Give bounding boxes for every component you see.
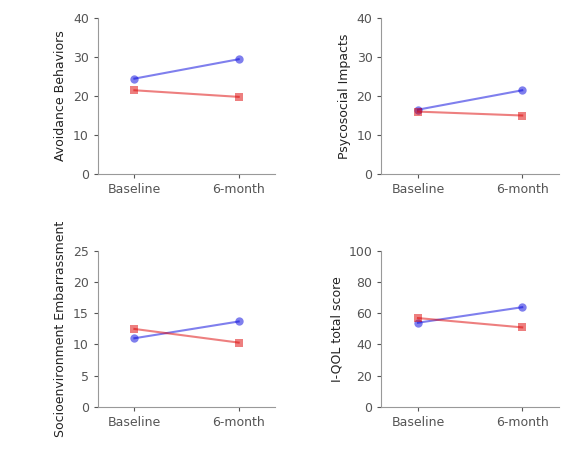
Y-axis label: Socioenvironment Embarrassment: Socioenvironment Embarrassment (55, 221, 67, 437)
Control (519, 325, 526, 330)
Line: Treatment: Treatment (130, 55, 243, 83)
Treatment (415, 320, 422, 326)
Treatment (235, 56, 242, 62)
Control (131, 326, 138, 332)
Control (519, 113, 526, 118)
Y-axis label: Avoidance Behaviors: Avoidance Behaviors (55, 30, 67, 162)
Line: Treatment: Treatment (414, 86, 526, 114)
Line: Treatment: Treatment (130, 317, 243, 342)
Y-axis label: Psycosocial Impacts: Psycosocial Impacts (338, 33, 351, 159)
Control (235, 94, 242, 100)
Treatment (415, 107, 422, 112)
Line: Control: Control (130, 325, 243, 347)
Treatment (131, 76, 138, 81)
Y-axis label: I-QOL total score: I-QOL total score (330, 276, 343, 382)
Control (131, 87, 138, 93)
Line: Control: Control (130, 86, 243, 101)
Line: Control: Control (414, 314, 526, 332)
Control (415, 315, 422, 321)
Treatment (235, 319, 242, 324)
Control (415, 109, 422, 115)
Treatment (131, 335, 138, 341)
Control (235, 340, 242, 346)
Treatment (519, 87, 526, 93)
Treatment (519, 304, 526, 310)
Line: Control: Control (414, 108, 526, 120)
Legend: Treatment, Control: Treatment, Control (574, 6, 576, 47)
Line: Treatment: Treatment (414, 303, 526, 327)
